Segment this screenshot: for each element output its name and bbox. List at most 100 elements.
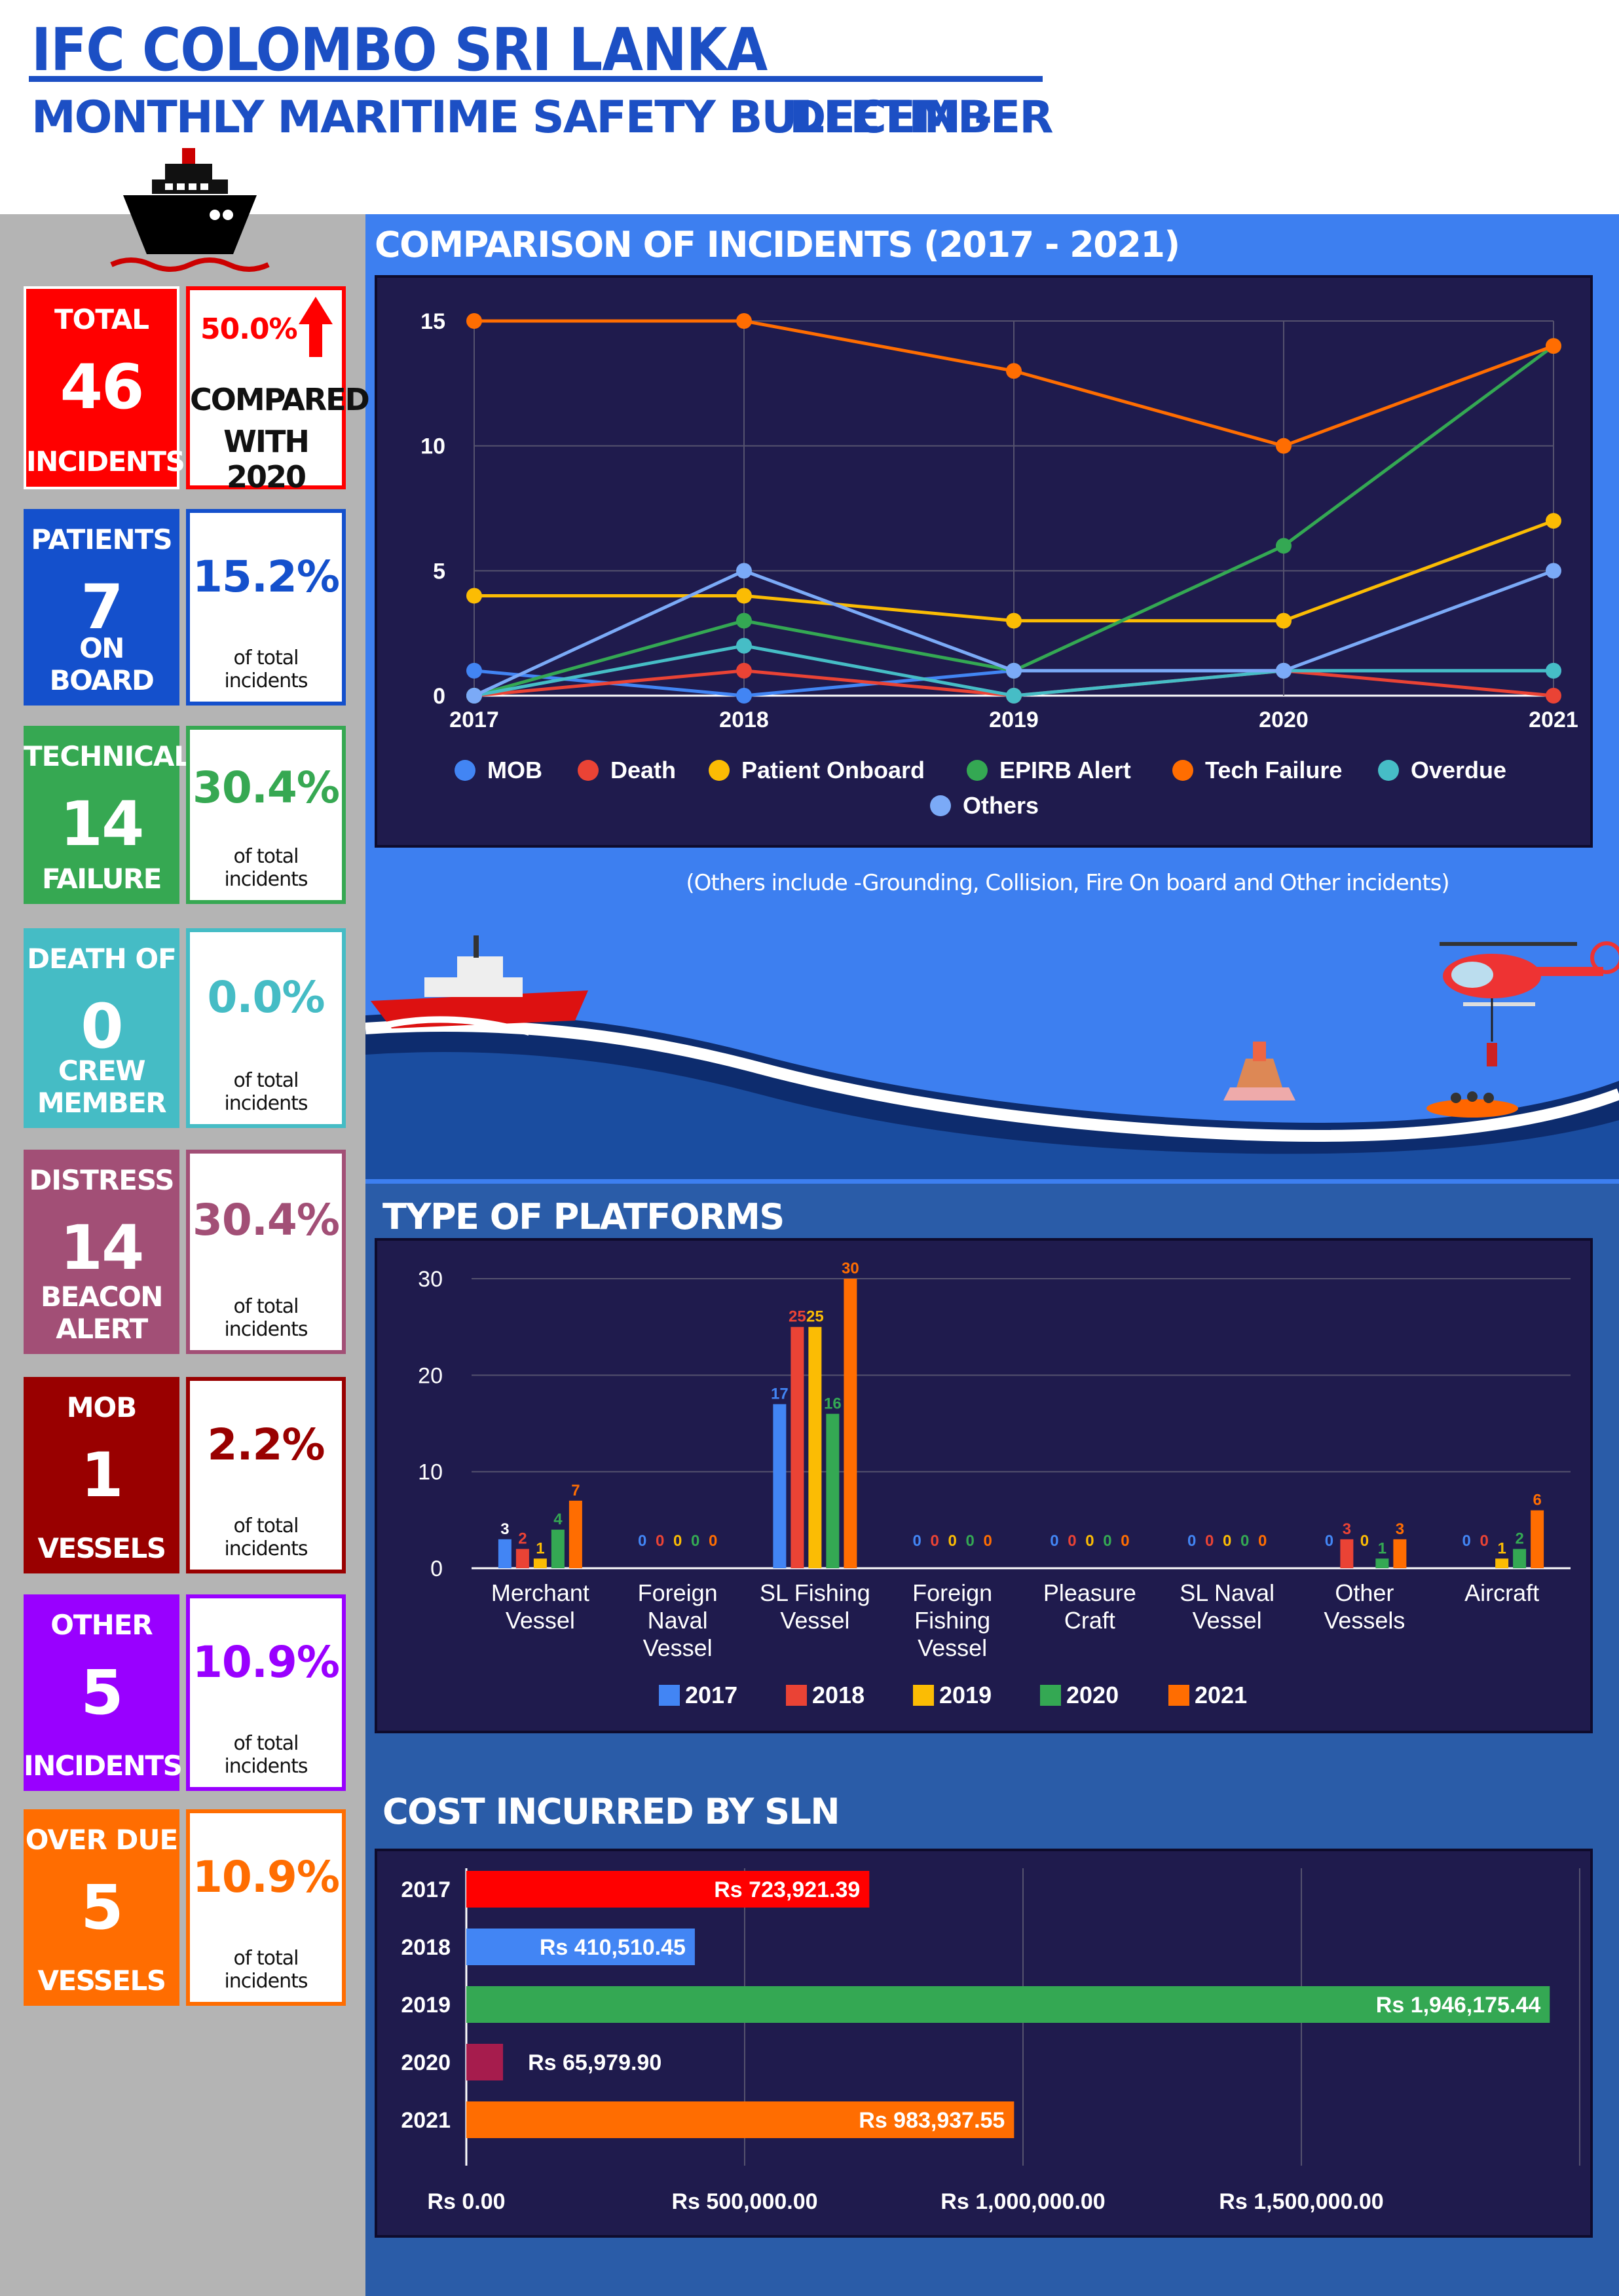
- bar-value-label: 0: [1325, 1532, 1333, 1550]
- x-tick-label: Vessel: [1193, 1607, 1262, 1634]
- stat-label: DISTRESS: [29, 1164, 174, 1196]
- bar-value-label: 0: [1258, 1532, 1267, 1550]
- data-point: [1006, 612, 1022, 629]
- stat-card: TOTAL 46 INCIDENTS: [24, 286, 185, 489]
- bar-value-label: 4: [553, 1511, 563, 1528]
- stat-caption: VESSELS: [37, 1532, 166, 1564]
- buoy-icon: [1223, 1042, 1295, 1101]
- bar-value-label: 0: [1085, 1532, 1094, 1550]
- stat-caption: ON BOARD: [49, 632, 155, 696]
- data-point: [466, 588, 482, 604]
- bar: [773, 1404, 787, 1568]
- bar-value-label: 0: [930, 1532, 939, 1550]
- stat-compare-label: WITH 2020: [223, 424, 310, 495]
- bar-chart-panel: 0 10 20 30 3 2 1 4 7 Merchant Vessel 0 0 0 0 0 Foreign Na…: [375, 1238, 1593, 1733]
- x-tick-label: Vessels: [1324, 1607, 1405, 1634]
- stat-card: DISTRESS 14 BEACON ALERT: [24, 1150, 179, 1354]
- x-tick-label: 2019: [989, 707, 1039, 732]
- legend-label: 2018: [812, 1682, 865, 1708]
- bar-value-label: Rs 723,921.39: [714, 1877, 860, 1902]
- stat-value: 7: [81, 572, 123, 643]
- stat-percent-caption: of total incidents: [224, 1295, 308, 1341]
- legend-label: Tech Failure: [1205, 757, 1342, 783]
- y-tick-label: 15: [420, 309, 445, 334]
- bar-value-label: 0: [1479, 1532, 1488, 1550]
- stat-card: DEATH OF 0 CREW MEMBER: [24, 928, 179, 1128]
- bar-value-label: 0: [656, 1532, 664, 1550]
- stat-value: 14: [60, 789, 145, 860]
- bar-value-label: 7: [571, 1482, 580, 1499]
- x-tick-label: 2021: [1529, 707, 1578, 732]
- legend-label: Death: [610, 757, 676, 783]
- legend-marker: [709, 760, 730, 781]
- stat-percent: 50.0%: [200, 312, 298, 346]
- bar: [515, 1549, 529, 1568]
- data-point: [1546, 662, 1561, 679]
- bar-value-label: 0: [912, 1532, 921, 1550]
- stat-percent-caption: of total incidents: [224, 647, 308, 692]
- bar-value-label: Rs 983,937.55: [859, 2108, 1005, 2133]
- x-tick-label: Merchant: [491, 1579, 589, 1606]
- bar-value-label: 1: [536, 1539, 544, 1557]
- stat-percent-box: 0.0% of total incidents: [186, 928, 346, 1128]
- y-tick-label: 0: [430, 1556, 443, 1581]
- bar-value-label: 0: [1223, 1532, 1231, 1550]
- bar: [1495, 1558, 1509, 1568]
- y-tick-label: 30: [418, 1267, 443, 1292]
- data-point: [466, 662, 482, 679]
- bar: [1393, 1539, 1407, 1568]
- line-chart-panel: 0 5 10 15 2017 2018 2019 2020 2021 MOB Death Patien…: [375, 275, 1593, 848]
- x-tick-label: Pleasure: [1043, 1579, 1136, 1606]
- y-tick-label: 0: [433, 684, 445, 709]
- x-tick-label: Vessel: [918, 1634, 987, 1661]
- x-tick-label: Naval: [648, 1607, 708, 1634]
- stat-value: 14: [60, 1213, 145, 1284]
- bar-value-label: 3: [500, 1520, 509, 1538]
- platforms-heading: TYPE OF PLATFORMS: [382, 1196, 785, 1237]
- bar: [1531, 1510, 1544, 1568]
- stat-card: OVER DUE 5 VESSELS: [24, 1809, 179, 2006]
- data-point: [1546, 688, 1561, 704]
- stat-value: 5: [81, 1657, 123, 1729]
- stat-value: 5: [81, 1872, 123, 1944]
- bulletin-month: DECEMBER: [789, 92, 1054, 143]
- data-point: [736, 688, 752, 704]
- bar-value-label: 30: [842, 1260, 859, 1277]
- y-tick-label: 2018: [401, 1935, 451, 1960]
- stat-label: MOB: [66, 1391, 138, 1423]
- bar-value-label: 25: [789, 1308, 806, 1326]
- stat-label: OTHER: [50, 1609, 153, 1641]
- stat-percent: 30.4%: [193, 1195, 340, 1245]
- data-point: [1276, 538, 1292, 554]
- bar-value-label: 0: [1103, 1532, 1111, 1550]
- stat-caption: CREW MEMBER: [37, 1055, 167, 1119]
- bar: [466, 1986, 1550, 2023]
- legend-marker: [1168, 1685, 1189, 1706]
- stat-percent-caption: of total incidents: [224, 845, 308, 891]
- legend-label: 2021: [1195, 1682, 1247, 1708]
- x-tick-label: Vessel: [643, 1634, 713, 1661]
- data-point: [466, 688, 482, 704]
- data-point: [736, 637, 752, 654]
- data-point: [1546, 513, 1561, 529]
- stat-caption: BEACON ALERT: [41, 1281, 163, 1345]
- stat-percent: 10.9%: [193, 1637, 340, 1687]
- stat-percent-box: 15.2% of total incidents: [186, 509, 346, 706]
- stat-card: MOB 1 VESSELS: [24, 1377, 179, 1573]
- legend-label: Others: [963, 792, 1039, 819]
- stat-percent-box: 10.9% of total incidents: [186, 1594, 346, 1791]
- y-tick-label: 2019: [401, 1993, 451, 2018]
- bar: [498, 1539, 512, 1568]
- bar-value-label: 0: [1462, 1532, 1470, 1550]
- legend-label: Patient Onboard: [741, 757, 925, 783]
- legend-label: MOB: [487, 757, 542, 783]
- stat-label: PATIENTS: [31, 523, 172, 555]
- bar: [466, 1929, 695, 1965]
- bar: [466, 1871, 870, 1908]
- x-tick-label: Rs 0.00: [427, 2189, 505, 2214]
- data-point: [1006, 363, 1022, 379]
- y-tick-label: 2020: [401, 2050, 451, 2075]
- bar-value-label: 0: [1360, 1532, 1369, 1550]
- stat-percent-caption: of total incidents: [224, 1947, 308, 1993]
